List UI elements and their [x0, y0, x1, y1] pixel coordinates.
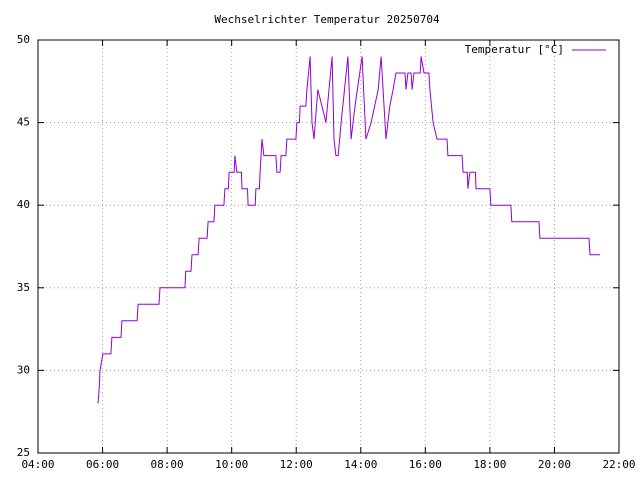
- x-tick-label: 10:00: [215, 458, 248, 471]
- x-tick-label: 08:00: [151, 458, 184, 471]
- chart-title: Wechselrichter Temperatur 20250704: [214, 13, 440, 26]
- x-tick-label: 16:00: [409, 458, 442, 471]
- y-tick-label: 25: [17, 446, 30, 459]
- legend-label: Temperatur [°C]: [465, 43, 564, 56]
- y-tick-label: 30: [17, 363, 30, 376]
- x-tick-label: 14:00: [344, 458, 377, 471]
- x-tick-label: 22:00: [602, 458, 635, 471]
- y-tick-label: 35: [17, 281, 30, 294]
- y-tick-label: 50: [17, 33, 30, 46]
- x-tick-label: 18:00: [473, 458, 506, 471]
- y-tick-label: 40: [17, 198, 30, 211]
- x-tick-label: 20:00: [538, 458, 571, 471]
- x-tick-label: 06:00: [86, 458, 119, 471]
- data-line: [97, 56, 600, 404]
- x-tick-label: 12:00: [280, 458, 313, 471]
- y-tick-label: 45: [17, 116, 30, 129]
- x-tick-label: 04:00: [21, 458, 54, 471]
- plot-frame: [37, 39, 620, 454]
